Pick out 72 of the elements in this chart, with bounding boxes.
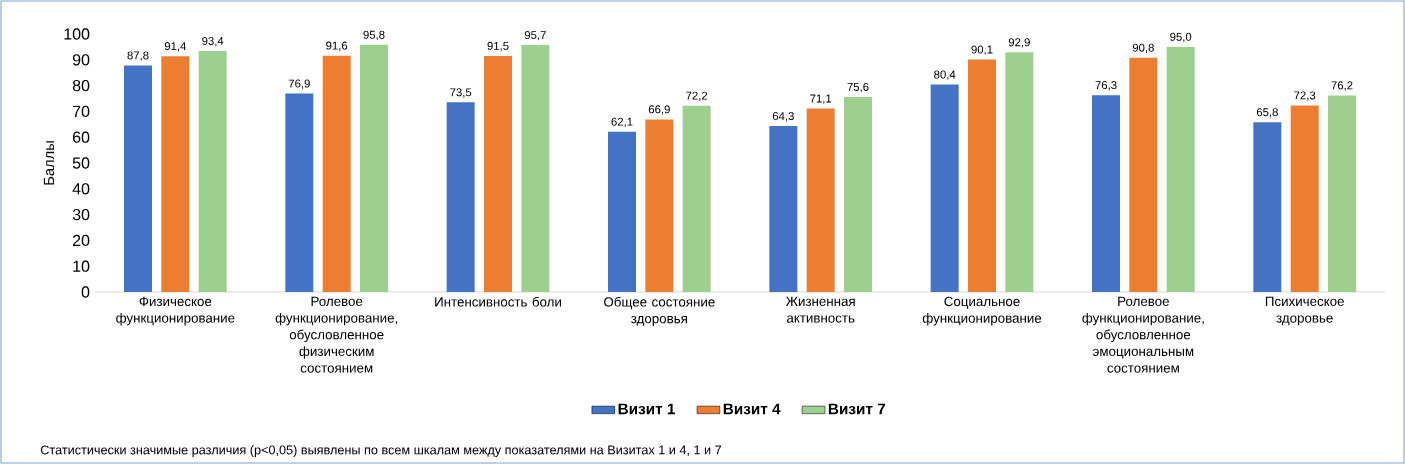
- x-tick-label: Общее состояние здоровья: [604, 296, 715, 326]
- data-label: 65,8: [1256, 108, 1278, 118]
- data-label: 72,2: [686, 91, 708, 101]
- bar: [161, 56, 190, 292]
- data-label: 95,0: [1170, 32, 1192, 43]
- y-tick-label: 80: [72, 79, 90, 92]
- data-label: 80,4: [934, 70, 956, 80]
- data-label: 93,4: [202, 36, 224, 47]
- y-tick-label: 30: [72, 208, 90, 221]
- y-tick-label: 50: [72, 157, 90, 169]
- data-label: 62,1: [611, 117, 633, 128]
- bar: [844, 96, 873, 292]
- data-label: 71,1: [810, 94, 832, 104]
- data-label: 90,8: [1132, 43, 1154, 54]
- legend-label: Визит 4: [723, 403, 781, 415]
- data-label: 64,3: [772, 112, 794, 122]
- data-label: 91,6: [326, 41, 348, 51]
- bar: [124, 65, 152, 292]
- data-label: 72,3: [1294, 91, 1316, 101]
- bar: [1005, 52, 1034, 292]
- bar: [608, 131, 636, 292]
- data-label: 91,4: [164, 42, 187, 52]
- data-label: 76,3: [1095, 81, 1117, 91]
- bar: [484, 55, 512, 292]
- x-tick-label: Ролевое функционирование, обусловленное эмоциональным состоянием: [1082, 296, 1204, 373]
- x-tick-label: Интенсивность боли: [435, 296, 561, 307]
- bar: [322, 55, 351, 292]
- x-tick-label: Жизненная активность: [785, 296, 855, 323]
- y-tick-label: 100: [64, 28, 90, 40]
- bar: [1290, 105, 1319, 292]
- x-tick-label: Социальное функционирование: [922, 296, 1042, 326]
- data-label: 90,1: [971, 45, 993, 55]
- bar: [446, 102, 475, 292]
- y-tick-label: 60: [72, 131, 90, 143]
- bar: [1129, 57, 1158, 292]
- y-tick-label: 70: [72, 105, 90, 118]
- y-tick-label: 20: [72, 234, 90, 247]
- bar: [1092, 95, 1121, 292]
- y-tick-label: 40: [72, 183, 90, 195]
- y-axis-title: Баллы: [43, 141, 55, 185]
- data-label: 95,8: [363, 30, 385, 41]
- bar: [1328, 95, 1357, 292]
- data-label: 91,5: [487, 41, 509, 52]
- data-label: 66,9: [648, 105, 670, 115]
- legend-label: Визит 7: [828, 403, 886, 415]
- legend-label: Визит 1: [618, 403, 675, 415]
- y-tick-label: 0: [81, 286, 90, 298]
- data-label: 73,5: [450, 88, 472, 98]
- y-tick-label: 10: [73, 260, 90, 272]
- bar: [521, 45, 550, 292]
- x-tick-label: Физическое функционирование: [116, 296, 235, 326]
- data-label: 75,6: [847, 82, 869, 93]
- bar: [769, 126, 798, 292]
- bar: [285, 93, 314, 292]
- data-label: 92,9: [1008, 38, 1030, 48]
- text: Статистически значимые различия (p<0,05) выявлены по всем шкалам между показателями на Визитах 1 и 4, 1 и 7: [40, 445, 722, 457]
- x-tick-label: Ролевое функционирование, обусловленное физическим состоянием: [275, 296, 398, 373]
- data-label: 76,9: [288, 79, 310, 89]
- bar: [1253, 122, 1282, 292]
- bar: [930, 84, 959, 292]
- bar: [806, 108, 835, 292]
- bar: [1166, 46, 1195, 292]
- bar: [198, 51, 227, 292]
- bar: [682, 105, 711, 292]
- data-label: 76,2: [1331, 81, 1353, 91]
- y-tick-label: 90: [72, 54, 90, 66]
- data-label: 87,8: [127, 51, 149, 61]
- x-tick-label: Психическое здоровье: [1265, 296, 1344, 326]
- data-label: 95,7: [524, 31, 546, 41]
- bar: [645, 119, 674, 292]
- bar: [360, 44, 388, 292]
- bar: [968, 59, 997, 292]
